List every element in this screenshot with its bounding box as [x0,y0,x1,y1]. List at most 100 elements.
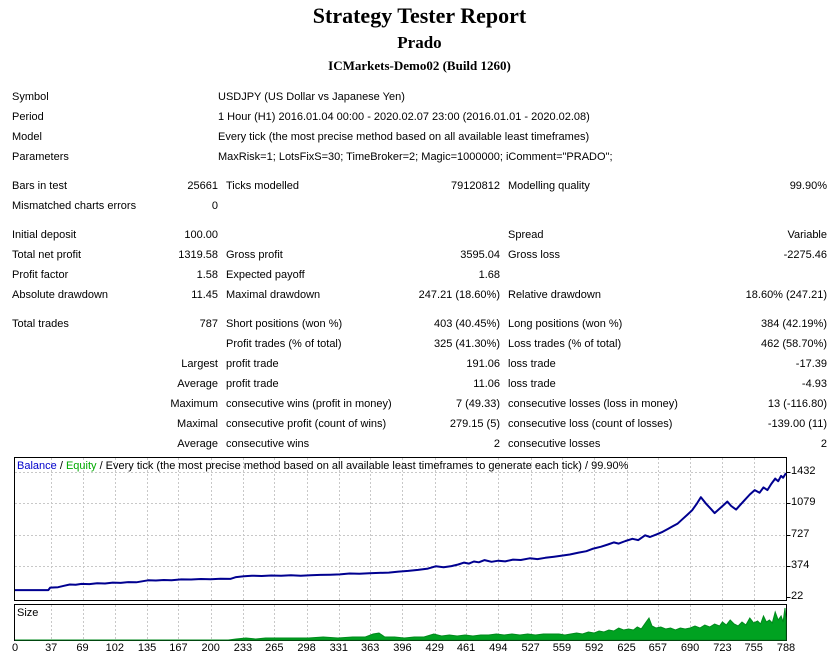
balance-line [15,472,787,592]
y-axis-label: 727 [791,527,810,540]
stat-value: Maximal [177,418,218,430]
stat-value: -2275.46 [783,249,827,261]
stat-label: Profit trades (% of total) [226,338,342,350]
stat-value: 403 (40.45%) [433,318,500,330]
x-axis-label: 69 [76,642,89,654]
stat-value: 0 [211,200,218,212]
stat-row: Mismatched charts errors 0 [12,196,839,216]
stat-label: Short positions (won %) [226,318,343,330]
stat-label: Gross loss [508,249,560,261]
x-axis-label: 135 [137,642,157,654]
info-value: Every tick (the most precise method base… [218,131,590,143]
stat-label: loss trade [508,358,556,370]
stat-row: Bars in test 25661 Ticks modelled 79120812 M… [12,176,839,196]
stat-value: 247.21 (18.60%) [418,289,500,301]
stat-row: Largest profit trade 191.06 loss trade -17.3… [12,354,839,374]
stat-row: Profit trades (% of total) 325 (41.30%) Lo… [12,334,839,354]
stat-value: Average [177,438,218,450]
stat-label: Total net profit [12,249,82,261]
x-axis-label: 657 [648,642,667,654]
x-axis-label: 461 [456,642,476,654]
stat-label: Initial deposit [12,229,77,241]
stat-row: Initial deposit 100.00 Spread Variable [12,225,839,245]
info-value: MaxRisk=1; LotsFixS=30; TimeBroker=2; Ma… [218,151,613,163]
info-row: Period 1 Hour (H1) 2016.01.04 00:00 - 202… [12,107,839,127]
info-row: Model Every tick (the most precise method… [12,127,839,147]
x-axis-label: 331 [329,642,349,654]
stat-label: Relative drawdown [508,289,601,301]
x-axis-label: 363 [360,642,380,654]
info-label: Period [12,111,44,123]
stat-label: Bars in test [12,180,68,192]
stat-value: 99.90% [789,180,827,192]
stat-label: Ticks modelled [226,180,299,192]
info-value: USDJPY (US Dollar vs Japanese Yen) [218,91,405,103]
balance-chart-svg [14,457,791,601]
stat-value [408,225,500,245]
x-axis-label: 690 [680,642,700,654]
stat-label: consecutive wins (profit in money) [226,398,392,410]
legend-balance-label: Balance [17,460,57,472]
stat-value: 384 (42.19%) [760,318,827,330]
stat-value: 787 [199,318,218,330]
size-label: Size [17,607,39,619]
page-title: Strategy Tester Report [312,3,527,28]
y-axis-label: 22 [791,590,804,602]
stat-label [500,265,730,285]
stat-value: 191.06 [466,358,500,370]
stat-label: Modelling quality [508,180,590,192]
x-axis-label: 298 [297,642,316,654]
stat-label: Maximal drawdown [226,289,321,301]
chart-area: Balance / Equity / Every tick (the most … [0,457,839,656]
stat-value: -4.93 [801,378,827,390]
stat-row: Profit factor 1.58 Expected payoff 1.68 [12,265,839,285]
stat-value: 1319.58 [178,249,218,261]
info-label: Parameters [12,151,69,163]
stat-label: consecutive wins [226,438,310,450]
stat-row: Average consecutive wins 2 consecutive loss… [12,434,839,454]
stat-label [12,434,148,454]
stat-label: Loss trades (% of total) [508,338,622,350]
x-axis-label: 396 [393,642,412,654]
stat-row: Average profit trade 11.06 loss trade -4.93 [12,374,839,394]
stat-value: Variable [787,229,827,241]
stat-value: 7 (49.33) [455,398,500,410]
expert-name: Prado [397,33,442,52]
x-axis-label: 265 [265,642,284,654]
y-axis-label: 1079 [791,496,816,509]
stat-label: Total trades [12,318,69,330]
stat-value: 1.58 [196,269,218,281]
legend-equity-label: Equity [65,460,97,472]
stat-value: Average [177,378,218,390]
stat-label [218,196,408,216]
x-axis-label: 788 [776,642,796,654]
info-row: Parameters MaxRisk=1; LotsFixS=30; TimeBr… [12,147,839,167]
stat-row: Total net profit 1319.58 Gross profit 3595.… [12,245,839,265]
stat-value: 279.15 (5) [449,418,500,430]
stat-value: 79120812 [451,180,500,192]
stat-label: Gross profit [226,249,283,261]
y-axis-label: 1432 [791,465,816,477]
stat-row: Maximal consecutive profit (count of wins… [12,414,839,434]
y-axis-label: 374 [791,558,810,571]
stat-label: consecutive profit (count of wins) [226,418,387,430]
stat-label [500,196,730,216]
x-axis-label: 37 [45,642,58,654]
stat-value: 462 (58.70%) [760,338,827,350]
stat-label: consecutive losses (loss in money) [508,398,678,410]
size-chart-svg [14,604,787,641]
info-label: Model [12,131,42,143]
stat-value: -139.00 (11) [767,418,827,430]
stat-row: Total trades 787 Short positions (won %) 40… [12,314,839,334]
stat-value: 2 [493,438,500,450]
stat-value: 1.68 [478,269,500,281]
strategy-tester-report: Strategy Tester Report Prado ICMarkets-D… [0,3,839,654]
stat-value: 2 [820,438,827,450]
stat-label [12,334,148,354]
info-table: Symbol USDJPY (US Dollar vs Japanese Yen)… [0,87,839,167]
stat-label [218,225,408,245]
x-axis-label: 625 [617,642,636,654]
stat-label: Expected payoff [226,269,305,281]
x-axis-label: 0 [11,642,19,654]
stat-label: profit trade [226,378,279,390]
